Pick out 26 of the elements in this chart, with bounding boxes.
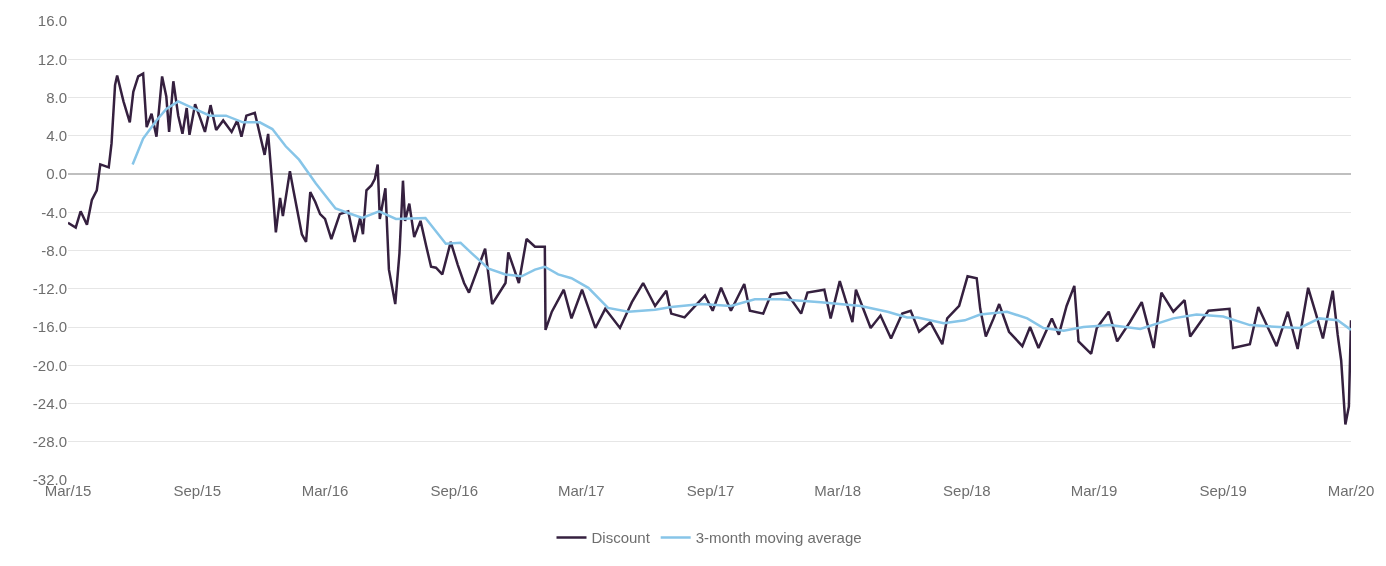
y-tick-label: -8.0 <box>41 241 67 259</box>
x-tick-label: Sep/18 <box>943 482 991 499</box>
y-tick-label: 8.0 <box>46 88 67 106</box>
y-tick-label: 4.0 <box>46 127 67 144</box>
y-tick-label: 16.0 <box>37 12 67 30</box>
y-tick-label: -4.0 <box>41 203 67 221</box>
line-series <box>68 72 1351 426</box>
x-tick-label: Sep/19 <box>1199 482 1247 499</box>
legend-label: 3-month moving average <box>695 529 862 547</box>
x-tick-label: Mar/17 <box>558 482 605 499</box>
legend-label: Discount <box>591 529 651 547</box>
y-tick-label: -12.0 <box>32 280 67 297</box>
x-tick-label: Mar/18 <box>814 482 861 499</box>
x-tick-label: Sep/17 <box>686 482 735 499</box>
y-tick-label: -16.0 <box>32 318 67 336</box>
x-tick-label: Mar/19 <box>1070 482 1118 499</box>
y-tick-label: 0.0 <box>46 165 67 183</box>
x-tick-label: Mar/16 <box>301 482 349 499</box>
x-tick-label: Sep/16 <box>430 482 478 499</box>
y-tick-label: -20.0 <box>32 356 67 374</box>
x-tick-label: Mar/20 <box>1327 482 1375 499</box>
line-series <box>131 100 1351 333</box>
x-tick-label: Sep/15 <box>173 482 221 499</box>
y-tick-label: -28.0 <box>32 433 67 450</box>
y-tick-label: 12.0 <box>37 50 67 68</box>
y-tick-label: -24.0 <box>32 394 67 412</box>
